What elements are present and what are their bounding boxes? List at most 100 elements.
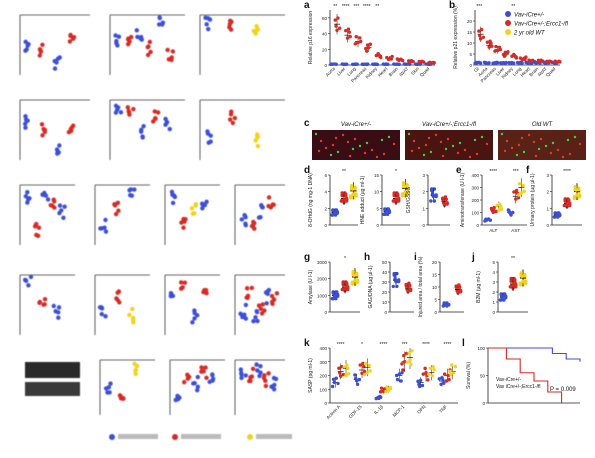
data-point <box>552 60 557 64</box>
data-point <box>447 302 451 307</box>
micrograph-signal <box>568 152 572 156</box>
y-tick-label: 1 <box>546 206 549 211</box>
legend-marker <box>505 11 511 17</box>
data-point <box>338 26 342 30</box>
y-axis-label: Amylase (U l-1) <box>308 269 314 304</box>
x-tick-label: TNF <box>438 404 448 414</box>
micrograph-signal <box>532 140 536 144</box>
data-point <box>444 379 449 383</box>
significance-stars: *** <box>353 4 359 10</box>
data-point <box>538 59 542 64</box>
y-tick-label: 300 <box>471 186 479 191</box>
y-axis-label: Injured area / total area (%) <box>418 256 424 317</box>
data-point <box>453 364 458 369</box>
micrograph-signal <box>410 149 414 153</box>
data-point <box>340 191 344 195</box>
micrograph-signal <box>444 147 448 151</box>
left-blurred-panels <box>0 0 296 453</box>
data-point <box>513 278 517 282</box>
data-point <box>394 373 399 378</box>
blurred-point <box>28 274 34 280</box>
data-point <box>523 272 527 277</box>
blurred-point <box>34 232 39 238</box>
micrograph-signal <box>365 141 369 145</box>
significance-stars: **** <box>379 342 387 348</box>
data-point <box>447 377 451 382</box>
blurred-point <box>36 225 42 230</box>
y-tick-label: 20 <box>382 290 388 295</box>
blurred-point <box>249 374 255 379</box>
micrograph-signal <box>358 144 362 148</box>
blurred-point <box>37 300 42 306</box>
data-point <box>562 203 566 208</box>
blurred-point <box>56 310 61 315</box>
blurred-point <box>132 361 137 367</box>
data-point <box>458 285 462 289</box>
data-point <box>338 374 343 378</box>
y-tick-label: 3 <box>546 173 549 178</box>
significance-stars: **** <box>443 342 451 348</box>
blurred-point <box>54 60 59 65</box>
legend-marker <box>505 20 511 26</box>
blurred-point <box>251 319 256 324</box>
data-point <box>344 373 348 378</box>
data-point <box>402 360 407 364</box>
blurred-point <box>266 371 271 376</box>
micrograph-signal <box>446 137 450 141</box>
blurred-point <box>229 109 234 114</box>
data-point <box>391 199 395 203</box>
data-point <box>365 49 369 53</box>
significance-stars: ** <box>342 169 346 175</box>
blurred-point <box>255 27 261 32</box>
data-point <box>490 44 494 48</box>
data-point <box>511 61 516 65</box>
micrograph-signal <box>463 148 467 152</box>
data-point <box>518 281 522 285</box>
blurred-point <box>170 49 176 54</box>
data-point <box>508 211 512 215</box>
data-point <box>335 290 339 294</box>
blurred-point <box>271 202 276 207</box>
data-point <box>411 59 415 64</box>
data-point <box>397 196 401 201</box>
data-point <box>494 209 498 214</box>
micrograph-signal <box>510 146 514 150</box>
data-point <box>406 190 410 194</box>
data-point <box>448 369 452 374</box>
data-point <box>430 187 434 191</box>
chart-panel-j: 0 1 2 3 4 5 B2M (µg ml-1) ** j <box>471 252 528 315</box>
data-point <box>397 62 401 67</box>
blurred-point <box>251 219 256 225</box>
blurred-point <box>265 291 270 297</box>
blurred-point <box>70 123 76 128</box>
blurred-point <box>23 278 28 283</box>
data-point <box>557 59 561 64</box>
blurred-point <box>205 129 210 134</box>
blurred-mini-plot <box>19 14 90 75</box>
data-point <box>356 278 360 283</box>
data-point <box>506 50 510 54</box>
data-point <box>340 287 344 292</box>
blurred-point <box>39 122 45 127</box>
x-tick-label: AST <box>511 228 520 233</box>
blurred-point <box>115 200 121 206</box>
data-point <box>575 193 579 197</box>
micrograph-signal <box>363 151 367 155</box>
data-point <box>403 62 407 66</box>
data-point <box>341 280 345 284</box>
data-point <box>355 382 360 386</box>
data-point <box>567 198 571 202</box>
data-point <box>578 193 582 197</box>
data-point <box>348 194 353 198</box>
blurred-point <box>205 16 211 21</box>
data-point <box>401 368 405 372</box>
blurred-point <box>68 32 73 38</box>
blurred-point <box>132 187 137 192</box>
x-tick-label: Aorta <box>477 66 489 78</box>
data-point <box>521 183 525 188</box>
micrograph-signal <box>375 155 379 159</box>
blurred-point <box>26 283 31 288</box>
chart-panel-a: 0 20 40 60 Relative p16 expression Aorta ** Liv… <box>304 0 436 83</box>
x-tick-label: Liver <box>495 66 506 77</box>
